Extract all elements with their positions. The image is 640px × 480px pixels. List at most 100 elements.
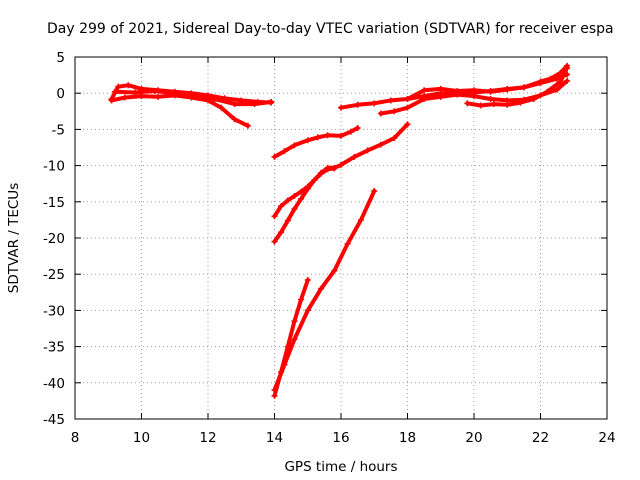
- data-point-marker: [544, 88, 551, 95]
- data-point-marker: [371, 187, 378, 194]
- data-point-marker: [271, 238, 278, 245]
- chart-title: Day 299 of 2021, Sidereal Day-to-day VTE…: [47, 21, 614, 37]
- data-point-marker: [404, 104, 411, 111]
- data-point-marker: [437, 85, 444, 92]
- x-tick-label: 8: [71, 430, 80, 446]
- data-point-marker: [564, 77, 571, 84]
- y-tick-label: -35: [43, 340, 65, 356]
- data-point-marker: [404, 121, 411, 128]
- data-point-marker: [284, 197, 291, 204]
- y-tick-label: 5: [56, 50, 65, 66]
- x-tick-label: 12: [199, 430, 216, 446]
- data-point-marker: [464, 100, 471, 107]
- data-point-marker: [351, 153, 358, 160]
- data-point-marker: [298, 296, 305, 303]
- data-point-marker: [487, 95, 494, 102]
- data-point-marker: [347, 128, 354, 135]
- data-point-marker: [191, 91, 198, 98]
- y-tick-label: -45: [43, 412, 65, 428]
- data-point-marker: [281, 148, 288, 155]
- x-tick-label: 20: [465, 430, 482, 446]
- data-point-marker: [268, 98, 275, 105]
- data-point-marker: [354, 124, 361, 131]
- data-point-marker: [547, 75, 554, 82]
- data-point-marker: [151, 88, 158, 95]
- data-point-marker: [377, 141, 384, 148]
- data-point-marker: [504, 101, 511, 108]
- data-point-marker: [155, 93, 162, 100]
- series-arc-2-line: [109, 93, 250, 128]
- y-tick-label: -30: [43, 303, 65, 319]
- axis-tick-labels: 8 10 12 14 16 18 20 22 24 5 0 -5 -10 -15 -20 -25 -30 -35 -…: [43, 50, 616, 446]
- data-point-marker: [278, 229, 285, 236]
- y-tick-label: -10: [43, 159, 65, 175]
- data-point-marker: [138, 93, 145, 100]
- y-axis-label: SDTVAR / TECUs: [6, 183, 22, 293]
- data-point-marker: [530, 95, 537, 102]
- data-point-marker: [108, 97, 115, 104]
- x-tick-label: 22: [532, 430, 549, 446]
- data-point-marker: [271, 392, 278, 399]
- data-point-marker: [454, 88, 461, 95]
- data-point-marker: [324, 132, 331, 139]
- data-point-marker: [504, 86, 511, 93]
- data-point-marker: [284, 217, 291, 224]
- data-point-marker: [437, 93, 444, 100]
- data-point-marker: [314, 134, 321, 141]
- data-point-marker: [125, 82, 132, 89]
- axis-ticks: [74, 56, 608, 420]
- data-point-marker: [471, 93, 477, 100]
- data-point-marker: [304, 307, 311, 314]
- data-point-marker: [338, 161, 344, 168]
- data-point-marker: [278, 203, 285, 210]
- y-tick-label: -25: [43, 267, 65, 283]
- data-point-marker: [271, 153, 278, 160]
- x-tick-label: 18: [399, 430, 416, 446]
- data-point-marker: [338, 132, 344, 139]
- data-point-marker: [477, 102, 484, 109]
- data-point-marker: [291, 336, 298, 343]
- data-point-marker: [131, 89, 138, 96]
- data-point-marker: [421, 87, 428, 94]
- data-point-marker: [391, 108, 398, 115]
- data-point-marker: [211, 95, 218, 102]
- x-tick-label: 14: [266, 430, 283, 446]
- data-point-marker: [338, 104, 344, 111]
- data-point-marker: [291, 318, 298, 325]
- data-point-marker: [357, 216, 364, 223]
- data-point-marker: [487, 88, 494, 95]
- data-point-marker: [291, 206, 298, 213]
- data-point-marker: [281, 361, 288, 368]
- data-point-marker: [291, 193, 298, 200]
- data-point-marker: [304, 137, 311, 144]
- data-point-marker: [520, 84, 527, 91]
- series-arc-4-line: [272, 126, 360, 159]
- data-point-marker: [490, 101, 497, 108]
- data-point-marker: [121, 94, 128, 101]
- data-point-marker: [564, 64, 571, 71]
- data-point-marker: [291, 142, 298, 149]
- data-point-marker: [304, 185, 311, 192]
- data-point-marker: [557, 69, 564, 76]
- data-point-marker: [298, 195, 305, 202]
- x-tick-label: 10: [133, 430, 150, 446]
- data-point-marker: [218, 104, 225, 111]
- data-point-marker: [344, 240, 351, 247]
- data-point-marker: [304, 276, 311, 283]
- data-point-marker: [354, 101, 361, 108]
- data-point-marker: [554, 86, 561, 93]
- data-point-marker: [364, 147, 371, 154]
- data-point-marker: [271, 387, 278, 394]
- data-point-marker: [244, 122, 251, 129]
- data-point-marker: [251, 101, 258, 108]
- data-point-marker: [517, 99, 524, 106]
- y-tick-label: -5: [52, 122, 65, 138]
- data-series-group: [108, 62, 571, 399]
- data-point-marker: [171, 90, 178, 97]
- x-tick-label: 16: [332, 430, 349, 446]
- data-point-marker: [271, 213, 278, 220]
- y-tick-label: 0: [56, 86, 65, 102]
- data-point-marker: [331, 267, 338, 274]
- data-point-marker: [318, 285, 325, 292]
